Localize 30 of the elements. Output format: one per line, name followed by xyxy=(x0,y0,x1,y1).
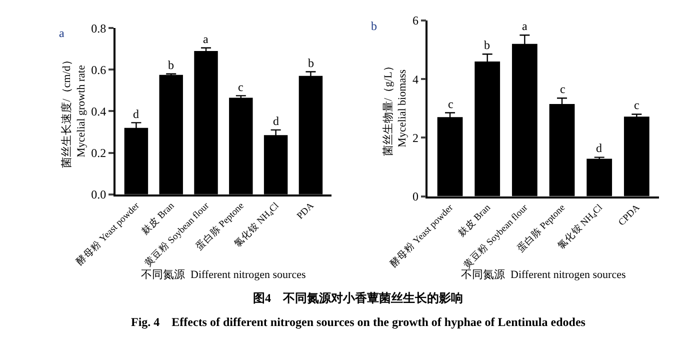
annotation: c xyxy=(560,82,566,96)
annotation: d xyxy=(133,107,139,121)
y-tick-label: 0.4 xyxy=(91,104,106,118)
annotation: c xyxy=(448,97,454,111)
chart-title: b xyxy=(371,19,377,33)
y-tick-label: 0.8 xyxy=(91,21,106,36)
y-axis-title: 菌丝生长速度/（cm/d） Mycelial growth rate xyxy=(60,54,88,168)
annotation: a xyxy=(522,19,528,33)
annotation: a xyxy=(203,32,209,46)
y-tick-label: 0.6 xyxy=(91,62,106,77)
y-tick-label: 0.2 xyxy=(91,146,106,160)
annotation: d xyxy=(596,141,602,155)
chart-title: a xyxy=(59,26,65,40)
annotation: d xyxy=(273,114,279,128)
caption: Fig. 4 Effects of different nitrogen sources on the growth of hyphae of Lentinula edodes xyxy=(131,315,586,329)
y-tick-label: 0 xyxy=(412,189,418,204)
annotation: b xyxy=(484,38,490,52)
annotation: b xyxy=(168,58,174,72)
caption: 图4 不同氮源对小香蕈菌丝生长的影响 xyxy=(253,291,463,305)
y-tick-label: 4 xyxy=(412,72,418,86)
x-axis-title: 不同氮源 Different nitrogen sources xyxy=(461,269,626,281)
annotation: c xyxy=(634,98,640,112)
y-tick-label: 6 xyxy=(412,14,418,28)
x-axis-title: 不同氮源 Different nitrogen sources xyxy=(141,269,306,281)
y-tick-label: 2 xyxy=(412,130,418,145)
y-axis-title: 菌丝生物量/（g/L） Mycelial biomass xyxy=(381,60,409,156)
x-tick-label: PDA xyxy=(296,201,316,222)
y-tick-label: 0.0 xyxy=(91,188,106,202)
annotation: b xyxy=(308,56,314,70)
annotation: c xyxy=(238,80,244,94)
